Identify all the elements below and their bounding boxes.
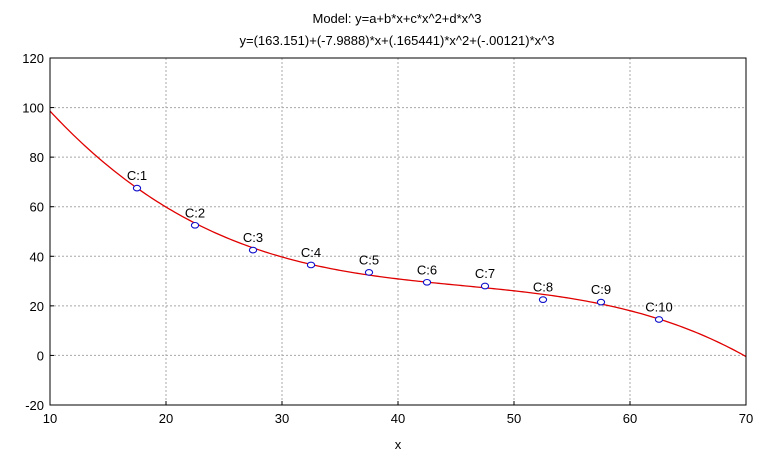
x-axis-label: x bbox=[395, 437, 402, 452]
fit-curve bbox=[50, 110, 746, 358]
data-point bbox=[596, 298, 606, 306]
data-point-label: C:10 bbox=[645, 299, 672, 314]
data-point bbox=[306, 261, 316, 269]
data-point-label: C:3 bbox=[243, 230, 263, 245]
y-tick-label: 20 bbox=[30, 299, 44, 314]
y-tick-label: -20 bbox=[25, 398, 44, 413]
x-tick-label: 50 bbox=[507, 411, 521, 426]
data-point bbox=[132, 184, 142, 192]
x-axis-ticks: 10 20 30 40 50 60 70 bbox=[43, 401, 753, 426]
data-point bbox=[480, 282, 490, 290]
x-tick-label: 20 bbox=[159, 411, 173, 426]
y-axis-ticks: -20 0 20 40 60 80 100 120 bbox=[22, 51, 54, 413]
y-tick-label: 0 bbox=[37, 348, 44, 363]
y-tick-label: 80 bbox=[30, 150, 44, 165]
y-tick-label: 120 bbox=[22, 51, 44, 66]
data-point-label: C:7 bbox=[475, 266, 495, 281]
y-tick-label: 100 bbox=[22, 101, 44, 116]
point-labels: C:1 C:2 C:3 C:4 C:5 C:6 C:7 C:8 C:9 C:10 bbox=[127, 168, 673, 314]
x-tick-label: 40 bbox=[391, 411, 405, 426]
data-point bbox=[422, 278, 432, 286]
x-tick-label: 60 bbox=[623, 411, 637, 426]
data-point-label: C:4 bbox=[301, 245, 321, 260]
y-tick-label: 40 bbox=[30, 249, 44, 264]
plot-border bbox=[49, 57, 747, 406]
chart-title: Model: y=a+b*x+c*x^2+d*x^3 bbox=[312, 11, 481, 26]
data-point-label: C:5 bbox=[359, 252, 379, 267]
data-point bbox=[654, 316, 664, 323]
data-point bbox=[190, 221, 200, 229]
data-point bbox=[538, 296, 548, 304]
data-point bbox=[364, 269, 374, 276]
x-tick-label: 30 bbox=[275, 411, 289, 426]
data-point-label: C:1 bbox=[127, 168, 147, 183]
data-point-label: C:9 bbox=[591, 282, 611, 297]
x-tick-label: 70 bbox=[739, 411, 753, 426]
chart-subtitle: y=(163.151)+(-7.9888)*x+(.165441)*x^2+(-… bbox=[239, 33, 554, 48]
fit-curve-group bbox=[50, 110, 746, 358]
y-tick-label: 60 bbox=[30, 200, 44, 215]
data-points bbox=[132, 184, 664, 323]
data-point-label: C:6 bbox=[417, 262, 437, 277]
data-point-label: C:8 bbox=[533, 280, 553, 295]
data-point-label: C:2 bbox=[185, 205, 205, 220]
data-point bbox=[248, 246, 258, 254]
x-tick-label: 10 bbox=[43, 411, 57, 426]
